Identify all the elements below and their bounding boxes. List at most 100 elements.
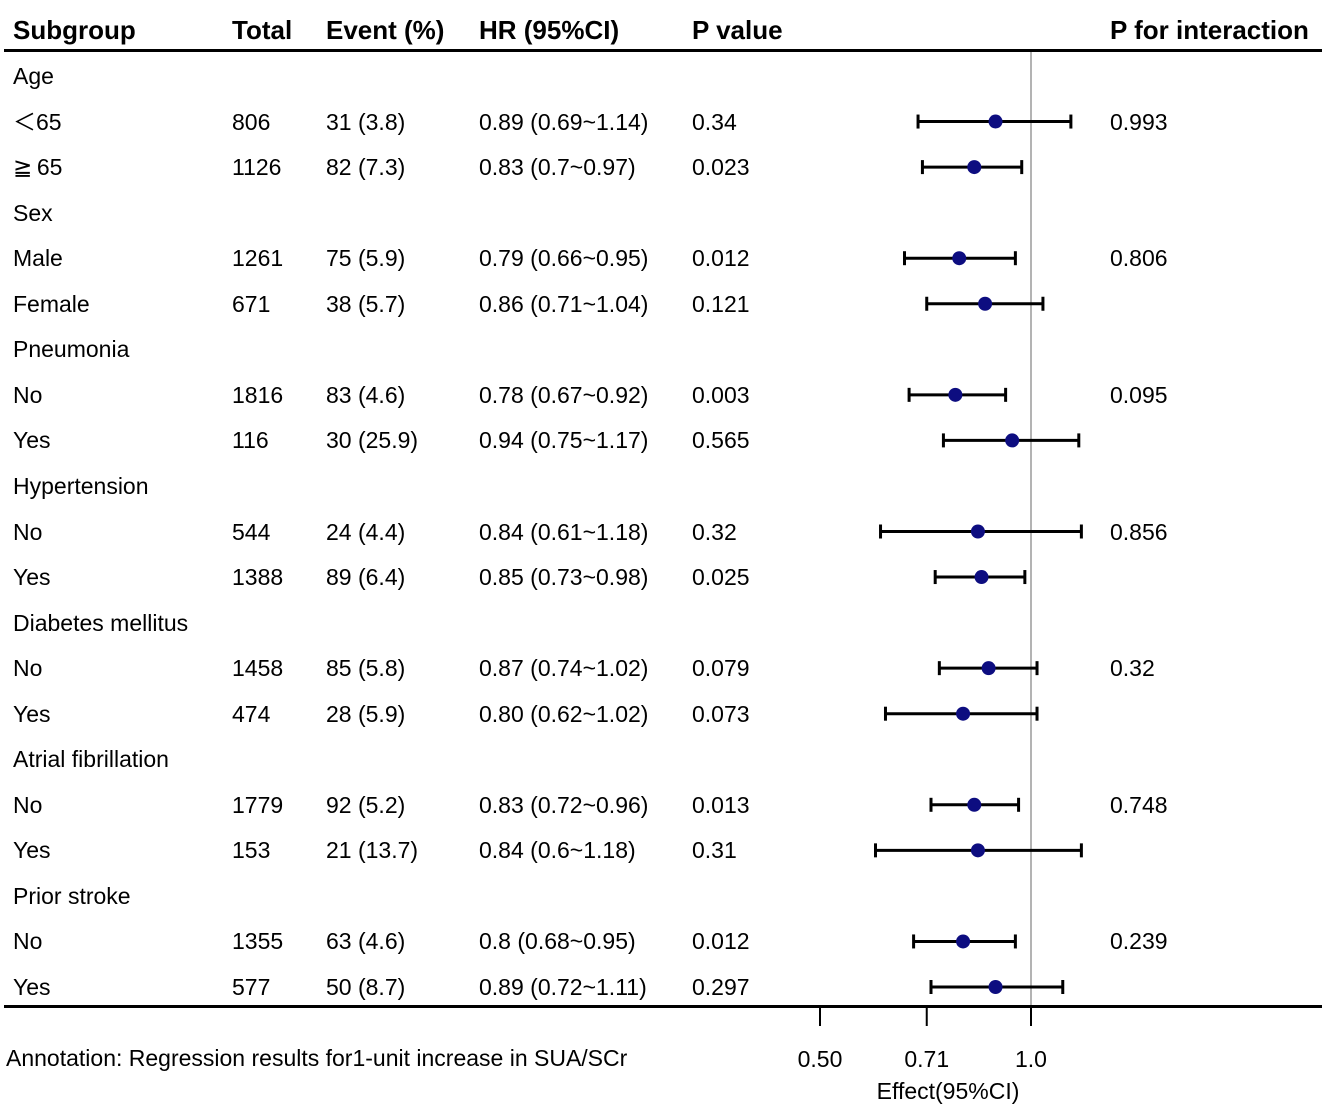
cell-total: 1355 — [232, 928, 284, 955]
group-label: Diabetes mellitus — [13, 609, 189, 636]
cell-subgroup: Female — [13, 290, 90, 317]
cell-p-interaction: 0.32 — [1110, 655, 1155, 682]
cell-hr: 0.8 (0.68~0.95) — [479, 928, 636, 955]
header-rule — [4, 49, 1322, 52]
cell-total: 1816 — [232, 381, 284, 408]
cell-total: 153 — [232, 837, 271, 864]
cell-hr: 0.85 (0.73~0.98) — [479, 564, 649, 591]
cell-subgroup: No — [13, 928, 43, 955]
cell-p-value: 0.079 — [692, 655, 750, 682]
cell-p-value: 0.32 — [692, 518, 737, 545]
hr-point — [988, 114, 1003, 129]
group-label: Sex — [13, 199, 53, 226]
cell-hr: 0.83 (0.7~0.97) — [479, 154, 636, 181]
cell-hr: 0.84 (0.6~1.18) — [479, 837, 636, 864]
cell-hr: 0.79 (0.66~0.95) — [479, 245, 649, 272]
cell-subgroup: Yes — [13, 974, 51, 1000]
header-event: Event (%) — [326, 15, 445, 45]
cell-total: 116 — [232, 427, 269, 454]
cell-total: 1779 — [232, 791, 284, 818]
cell-p-interaction: 0.993 — [1110, 108, 1168, 135]
cell-total: 806 — [232, 108, 271, 135]
cell-hr: 0.80 (0.62~1.02) — [479, 700, 649, 727]
hr-point — [988, 980, 1003, 994]
cell-subgroup: Yes — [13, 700, 51, 727]
cell-event: 85 (5.8) — [326, 655, 406, 682]
cell-event: 75 (5.9) — [326, 245, 406, 272]
cell-subgroup: No — [13, 791, 43, 818]
cell-p-interaction: 0.748 — [1110, 791, 1168, 818]
x-axis-label: Effect(95%CI) — [877, 1078, 1020, 1104]
group-label: Age — [13, 63, 54, 89]
cell-event: 82 (7.3) — [326, 154, 406, 181]
cell-hr: 0.83 (0.72~0.96) — [479, 791, 649, 818]
cell-total: 1458 — [232, 655, 284, 682]
group-label: Prior stroke — [13, 882, 131, 909]
cell-hr: 0.87 (0.74~1.02) — [479, 655, 649, 682]
cell-event: 50 (8.7) — [326, 974, 406, 1000]
cell-hr: 0.89 (0.69~1.14) — [479, 108, 649, 135]
cell-p-value: 0.003 — [692, 381, 750, 408]
cell-subgroup: Male — [13, 245, 63, 272]
hr-point — [970, 524, 985, 539]
cell-p-interaction: 0.239 — [1110, 928, 1168, 955]
cell-hr: 0.86 (0.71~1.04) — [479, 290, 649, 317]
hr-point — [956, 934, 971, 949]
cell-p-value: 0.012 — [692, 928, 750, 955]
header-p-interaction: P for interaction — [1110, 15, 1309, 45]
x-tick-label: 1.0 — [1015, 1046, 1047, 1072]
hr-point — [970, 843, 985, 858]
cell-event: 38 (5.7) — [326, 290, 406, 317]
cell-p-interaction: 0.095 — [1110, 381, 1168, 408]
cell-total: 1126 — [232, 154, 282, 181]
cell-event: 89 (6.4) — [326, 564, 406, 591]
cell-subgroup: ＜65 — [13, 108, 62, 135]
hr-point — [967, 160, 982, 175]
header-p-value: P value — [692, 15, 783, 45]
cell-total: 1261 — [232, 245, 284, 272]
cell-subgroup: No — [13, 655, 43, 682]
cell-total: 474 — [232, 700, 271, 727]
cell-p-value: 0.31 — [692, 837, 737, 864]
cell-event: 31 (3.8) — [326, 108, 406, 135]
cell-subgroup: ≧ 65 — [13, 154, 63, 181]
header-subgroup: Subgroup — [13, 15, 136, 45]
cell-p-value: 0.023 — [692, 154, 750, 181]
cell-p-value: 0.025 — [692, 564, 750, 591]
x-tick-label: 0.71 — [904, 1046, 949, 1072]
group-label: Pneumonia — [13, 336, 130, 363]
cell-event: 83 (4.6) — [326, 381, 406, 408]
cell-subgroup: No — [13, 518, 43, 545]
hr-point — [956, 706, 971, 721]
hr-point — [974, 570, 989, 585]
cell-p-value: 0.297 — [692, 974, 750, 1000]
group-label: Hypertension — [13, 472, 149, 499]
cell-hr: 0.89 (0.72~1.11) — [479, 974, 647, 1000]
cell-event: 30 (25.9) — [326, 427, 419, 454]
hr-point — [948, 387, 963, 402]
header-total: Total — [232, 15, 293, 45]
cell-event: 28 (5.9) — [326, 700, 406, 727]
cell-event: 63 (4.6) — [326, 928, 406, 955]
cell-total: 1388 — [232, 564, 284, 591]
cell-p-value: 0.121 — [692, 290, 750, 317]
cell-total: 671 — [232, 290, 271, 317]
x-tick-label: 0.50 — [798, 1046, 843, 1072]
bottom-rule — [4, 1005, 1322, 1008]
cell-subgroup: Yes — [13, 837, 51, 864]
cell-p-value: 0.34 — [692, 108, 737, 135]
cell-subgroup: Yes — [13, 564, 51, 591]
cell-hr: 0.78 (0.67~0.92) — [479, 381, 649, 408]
hr-point — [978, 296, 993, 311]
cell-subgroup: No — [13, 381, 43, 408]
group-label: Atrial fibrillation — [13, 746, 169, 773]
cell-event: 21 (13.7) — [326, 837, 419, 864]
cell-p-value: 0.073 — [692, 700, 750, 727]
cell-p-value: 0.012 — [692, 245, 750, 272]
hr-point — [952, 251, 967, 266]
cell-p-interaction: 0.806 — [1110, 245, 1168, 272]
cell-p-interaction: 0.856 — [1110, 518, 1168, 545]
cell-total: 577 — [232, 974, 271, 1000]
